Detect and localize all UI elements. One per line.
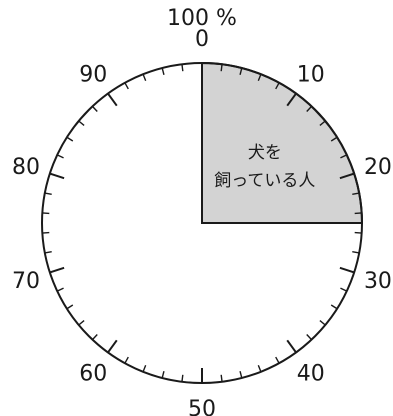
minor-tick: [44, 192, 52, 196]
tick-label-0: 0: [195, 27, 209, 52]
minor-tick: [330, 136, 338, 142]
top-label: 100 %: [167, 6, 237, 31]
minor-tick: [257, 73, 262, 82]
tick-label-80: 80: [12, 155, 40, 180]
major-tick: [339, 172, 355, 180]
minor-tick: [239, 67, 243, 75]
tick-label-90: 90: [79, 62, 107, 87]
minor-tick: [91, 334, 98, 341]
minor-tick: [352, 250, 360, 254]
tick-label-60: 60: [79, 362, 107, 387]
minor-tick: [78, 319, 85, 326]
minor-tick: [340, 287, 348, 292]
minor-tick: [161, 371, 165, 379]
minor-tick: [66, 136, 74, 142]
minor-tick: [161, 67, 165, 75]
minor-tick: [257, 364, 262, 373]
tick-label-40: 40: [297, 362, 325, 387]
major-tick: [286, 339, 297, 354]
minor-tick: [56, 287, 64, 292]
minor-tick: [78, 120, 85, 127]
major-tick: [107, 92, 118, 107]
tick-label-30: 30: [364, 269, 392, 294]
tick-label-10: 10: [297, 62, 325, 87]
minor-tick: [124, 356, 129, 364]
minor-tick: [275, 356, 280, 364]
minor-tick: [91, 105, 98, 112]
minor-tick: [319, 319, 326, 326]
minor-tick: [66, 304, 74, 310]
minor-tick: [44, 250, 52, 254]
tick-label-20: 20: [364, 155, 392, 180]
major-tick: [107, 339, 118, 354]
minor-tick: [220, 374, 223, 382]
minor-tick: [306, 334, 313, 341]
minor-tick: [330, 304, 338, 310]
major-tick: [49, 172, 65, 180]
slice-label: 犬を: [248, 143, 282, 163]
minor-tick: [352, 192, 360, 196]
minor-tick: [340, 154, 348, 159]
minor-tick: [124, 82, 129, 90]
slice-layer: [201, 61, 364, 224]
tick-label-50: 50: [188, 397, 216, 416]
minor-tick: [220, 64, 223, 72]
minor-tick: [142, 364, 147, 373]
minor-tick: [306, 105, 313, 112]
minor-tick: [181, 64, 184, 72]
pie-slice-0: [201, 61, 364, 224]
major-tick: [339, 266, 355, 274]
minor-tick: [275, 82, 280, 90]
major-tick: [286, 92, 297, 107]
minor-tick: [319, 120, 326, 127]
minor-tick: [181, 374, 184, 382]
tick-layer: [42, 63, 362, 383]
major-tick: [49, 266, 65, 274]
slice-label: 飼っている人: [214, 171, 315, 191]
tick-label-layer: 0 10 20 30 40 50 60 70 80 90: [12, 27, 392, 416]
minor-tick: [142, 73, 147, 82]
tick-label-70: 70: [12, 269, 40, 294]
minor-tick: [239, 371, 243, 379]
minor-tick: [56, 154, 64, 159]
